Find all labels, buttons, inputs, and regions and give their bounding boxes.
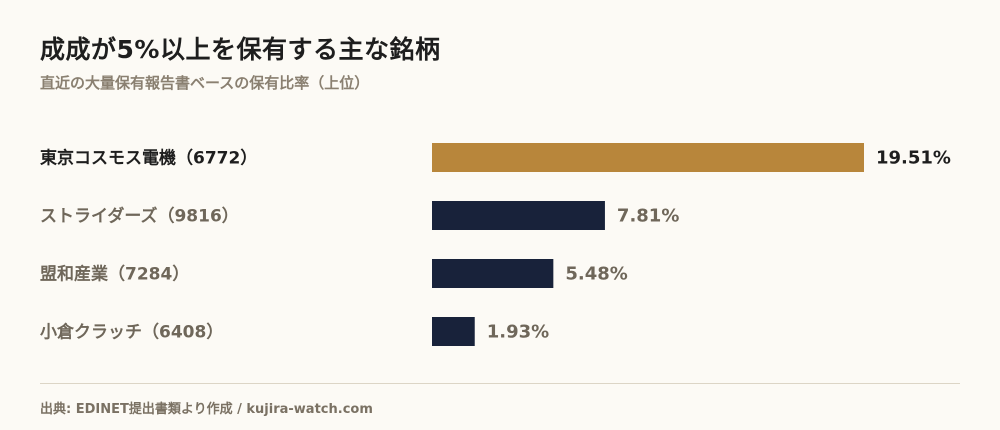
bar	[432, 201, 605, 230]
value-label: 5.48%	[565, 264, 627, 285]
category-label: ストライダーズ（9816）	[40, 206, 239, 227]
value-label: 19.51%	[876, 148, 951, 169]
value-label: 1.93%	[487, 322, 549, 343]
bar-chart: 東京コスモス電機（6772） 19.51% ストライダーズ（9816） 7.81% 盟和…	[40, 143, 951, 346]
value-label: 7.81%	[617, 206, 679, 227]
chart-title: 成成が5%以上を保有する主な銘柄	[40, 35, 441, 64]
bar	[432, 259, 554, 288]
footer-divider	[40, 383, 960, 384]
category-label: 小倉クラッチ（6408）	[40, 322, 223, 343]
bar	[432, 317, 475, 346]
category-label: 盟和産業（7284）	[40, 264, 189, 285]
source-note: 出典: EDINET提出書類より作成 / kujira-watch.com	[40, 402, 373, 417]
chart-subtitle: 直近の大量保有報告書ベースの保有比率（上位）	[40, 74, 370, 92]
bar	[432, 143, 864, 172]
category-label: 東京コスモス電機（6772）	[40, 148, 257, 169]
